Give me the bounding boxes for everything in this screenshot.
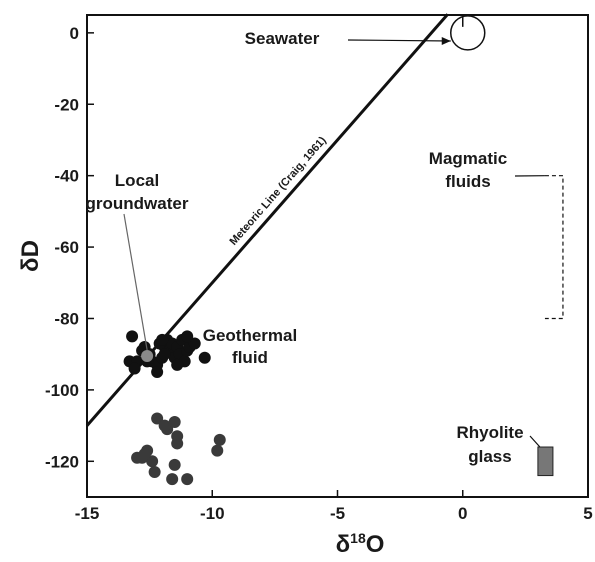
seawater-arrow [347,39,451,42]
rhyolite-box [537,446,554,477]
x-axis-label-tail: O [366,531,385,558]
x-tick-label: -5 [330,504,345,523]
x-axis-label-main: δ [336,531,351,558]
data-point [158,419,171,432]
data-point [213,433,226,446]
data-point [188,337,201,350]
geothermal-label-line2: fluid [232,348,268,367]
seawater-circle [450,15,486,51]
data-point [148,466,161,479]
x-axis-ticks: -15 -10 -5 0 5 [75,490,593,523]
geothermal-label-line1: Geothermal [203,326,297,345]
y-tick-label: -60 [54,238,79,257]
data-point [151,412,164,425]
data-point [158,348,171,361]
y-tick-label: 0 [70,24,79,43]
data-points [123,330,226,486]
data-point [211,444,224,457]
groundwater-label-line2: groundwater [86,194,189,213]
rhyolite-label-line2: glass [468,447,511,466]
magmatic-label-line2: fluids [445,172,490,191]
x-tick-label: 5 [583,504,592,523]
y-axis-label: δD [17,240,44,272]
groundwater-point [141,349,154,362]
y-tick-label: -100 [45,381,79,400]
data-point [171,358,184,371]
data-point [146,455,159,468]
y-tick-label: -20 [54,95,79,114]
magmatic-bracket [544,175,564,320]
data-point [198,351,211,364]
rhyolite-leader-line [529,435,541,448]
data-point [128,362,141,375]
data-point [138,448,151,461]
data-point [168,458,181,471]
data-point [181,473,194,486]
y-axis-ticks: 0 -20 -40 -60 -80 -100 -120 [45,24,94,471]
y-tick-label: -40 [54,167,79,186]
data-point [171,437,184,450]
data-point [151,366,164,379]
x-tick-label: 0 [458,504,467,523]
rhyolite-label-line1: Rhyolite [456,423,523,442]
x-tick-label: -15 [75,504,100,523]
y-tick-label: -80 [54,309,79,328]
magmatic-label-line1: Magmatic [429,149,507,168]
x-tick-label: -10 [200,504,225,523]
seawater-arrowhead [441,37,451,45]
data-point [166,473,179,486]
meteoric-line-label: Meteoric Line (Craig, 1961) [227,134,329,247]
x-axis-label: δ18O [336,530,385,558]
data-point [156,333,169,346]
y-tick-label: -120 [45,452,79,471]
groundwater-leader-line [123,213,148,351]
seawater-label: Seawater [245,29,320,48]
data-point [126,330,139,343]
groundwater-label-line1: Local [115,171,159,190]
data-point [168,416,181,429]
data-point [181,330,194,343]
x-axis-label-sup: 18 [350,530,366,546]
